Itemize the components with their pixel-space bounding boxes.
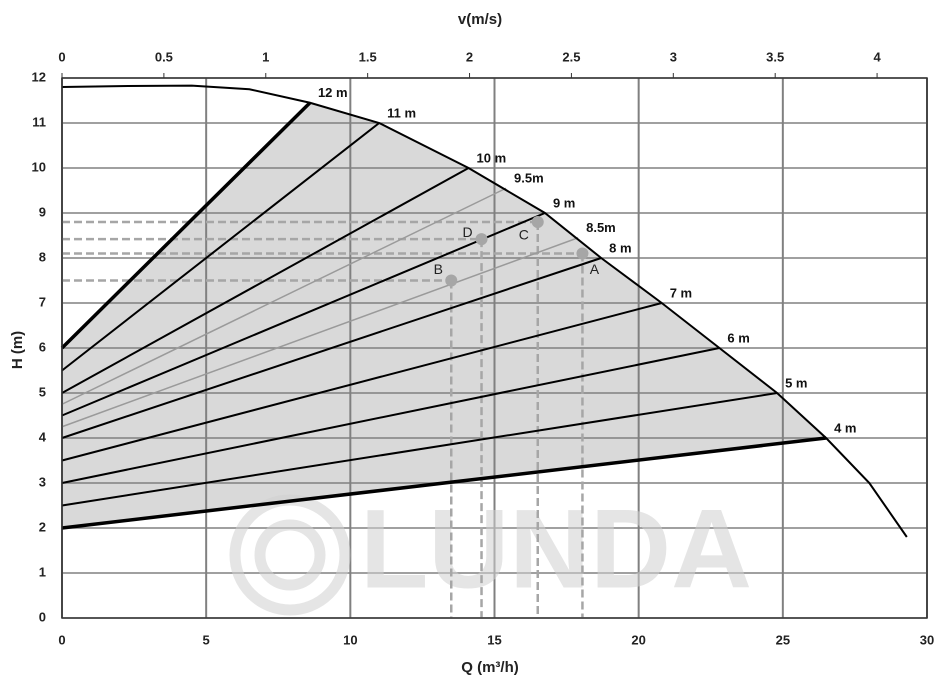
y-tick-label: 11 (32, 114, 46, 129)
x-tick-label: 25 (776, 632, 790, 647)
speed-line (61, 212, 546, 417)
x-axis-title: Q (m³/h) (461, 659, 519, 676)
speed-line (61, 237, 579, 428)
operating-point (445, 274, 458, 287)
speed-line (61, 392, 778, 507)
speed-label: 8 m (609, 240, 631, 255)
y-tick-label: 6 (39, 339, 46, 354)
x2-tick-label: 0 (58, 49, 65, 64)
x-tick-label: 15 (487, 632, 501, 647)
speed-label: 5 m (785, 375, 807, 390)
y-tick-label: 3 (39, 474, 46, 489)
operating-point (531, 216, 544, 228)
point-label: B (434, 261, 443, 277)
speed-line (61, 167, 470, 394)
point-label: D (462, 224, 472, 240)
speed-line (61, 436, 827, 530)
speed-line (61, 187, 507, 405)
x2-tick-label: 2 (466, 49, 473, 64)
speed-line (61, 257, 602, 439)
speed-label: 12 m (318, 85, 348, 100)
speed-label: 10 m (477, 150, 507, 165)
watermark-ring (254, 519, 326, 591)
x2-tick-label: 2.5 (562, 49, 580, 64)
y-tick-label: 4 (39, 429, 47, 444)
y-axis-title: H (m) (9, 331, 26, 369)
point-label: C (519, 227, 529, 243)
y-tick-label: 7 (39, 294, 46, 309)
pump-curve (61, 84, 908, 538)
x2-tick-label: 3.5 (766, 49, 784, 64)
speed-label: 7 m (670, 285, 692, 300)
speed-line (61, 122, 380, 372)
x-tick-label: 5 (203, 632, 210, 647)
y-tick-label: 10 (32, 159, 46, 174)
y-tick-label: 1 (39, 564, 46, 579)
plot-frame (61, 77, 928, 619)
operating-region (62, 102, 827, 528)
speed-label: 9 m (553, 195, 575, 210)
x-tick-label: 30 (920, 632, 934, 647)
watermark: LUNDA (229, 487, 752, 616)
point-label: A (590, 261, 600, 277)
watermark-text: LUNDA (360, 487, 752, 612)
x2-tick-label: 1 (262, 49, 269, 64)
operating-point (475, 233, 488, 246)
x2-tick-label: 4 (873, 49, 881, 64)
speed-line (61, 347, 720, 484)
x-tick-label: 0 (58, 632, 65, 647)
speed-label: 11 m (387, 105, 416, 120)
speed-label: 8.5m (586, 220, 616, 235)
watermark-ring (229, 494, 351, 616)
speed-label: 9.5m (514, 171, 544, 186)
y-tick-label: 8 (39, 249, 46, 264)
x2-tick-label: 1.5 (359, 49, 377, 64)
x2-tick-label: 3 (670, 49, 677, 64)
x2-tick-label: 0.5 (155, 49, 173, 64)
speed-label: 4 m (834, 420, 856, 435)
speed-line (60, 101, 312, 350)
y-tick-label: 5 (39, 384, 46, 399)
speed-label: 6 m (727, 330, 749, 345)
operating-point (576, 247, 589, 260)
x-tick-label: 10 (343, 632, 357, 647)
x-tick-label: 20 (631, 632, 645, 647)
x2-axis-title: v(m/s) (458, 11, 502, 28)
y-tick-label: 12 (32, 69, 46, 84)
y-tick-label: 0 (39, 609, 46, 624)
speed-line (61, 302, 662, 462)
y-tick-label: 9 (39, 204, 46, 219)
y-tick-label: 2 (39, 519, 46, 534)
